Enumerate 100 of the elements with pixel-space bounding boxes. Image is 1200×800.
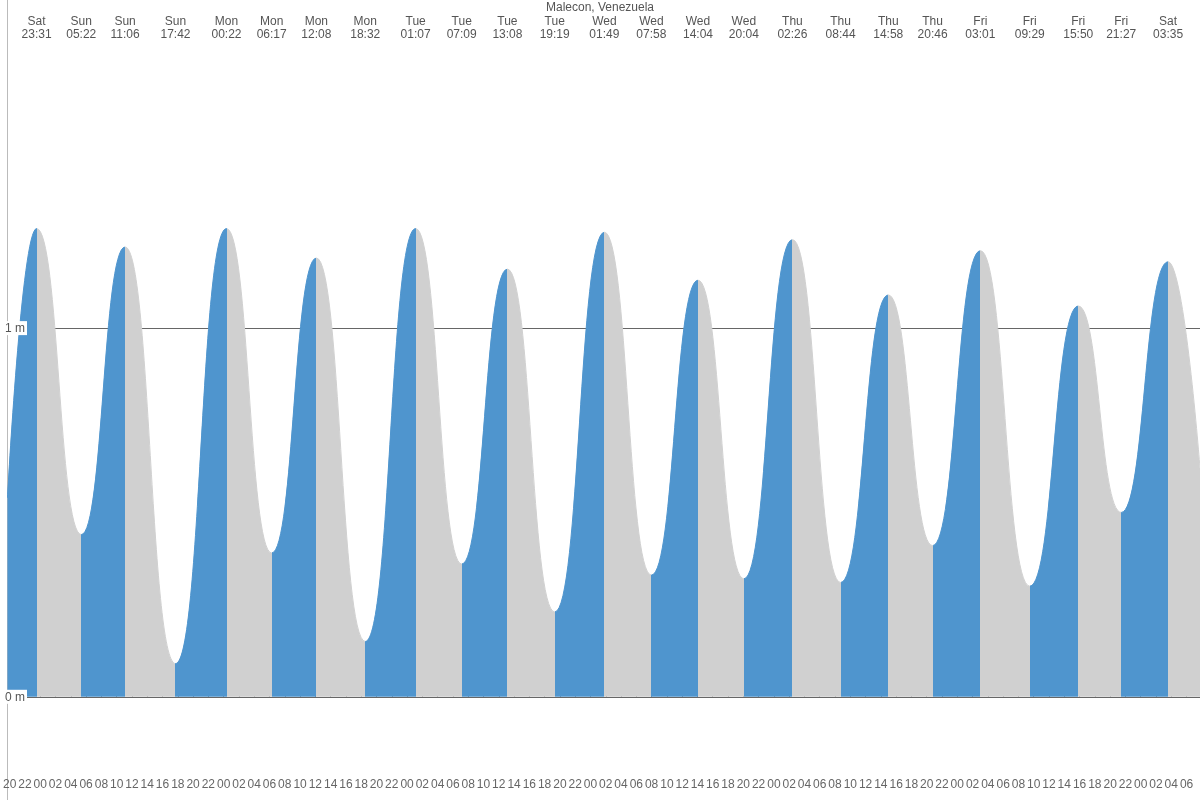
x-tick-label: 00: [583, 777, 598, 791]
x-tick-label: 00: [33, 777, 48, 791]
annotation: Sat 03:35: [1153, 13, 1184, 41]
x-tick-label: 14: [1057, 777, 1072, 791]
x-tick-label: 20: [920, 777, 934, 791]
annotation: Thu 02:26: [777, 13, 808, 41]
x-tick-label: 16: [706, 777, 720, 791]
x-tick-label: 00: [767, 777, 781, 791]
x-tick-label: 04: [797, 777, 812, 791]
x-tick-label: 12: [1042, 777, 1056, 791]
x-tick-label: 12: [308, 777, 323, 791]
x-tick-label: 10: [293, 777, 308, 791]
x-tick-label: 22: [18, 777, 32, 791]
x-tick-label: 06: [446, 777, 460, 791]
x-tick-label: 16: [1072, 777, 1087, 791]
x-tick-label: 06: [1179, 777, 1194, 791]
x-tick-label: 20: [369, 777, 384, 791]
annotation: Mon 06:17: [256, 13, 287, 41]
x-tick-label: 04: [430, 777, 445, 791]
x-tick-label: 22: [1118, 777, 1133, 791]
annotation: Sun 11:06: [110, 13, 140, 41]
x-tick-label: 20: [736, 777, 751, 791]
x-tick-label: 18: [721, 777, 736, 791]
annotation: Sun 17:42: [160, 13, 191, 41]
annotation: Tue 01:07: [400, 13, 431, 41]
x-tick-label: 06: [996, 777, 1011, 791]
x-tick-label: 10: [1027, 777, 1041, 791]
x-tick-label: 04: [64, 777, 78, 791]
annotation: Thu 14:58: [873, 13, 904, 41]
annotation: Fri 15:50: [1063, 13, 1094, 41]
x-tick-label: 22: [935, 777, 949, 791]
x-tick-label: 00: [1134, 777, 1148, 791]
x-tick-label: 08: [461, 777, 476, 791]
x-tick-label: 22: [385, 777, 399, 791]
x-tick-label: 08: [828, 777, 843, 791]
x-tick-label: 00: [950, 777, 965, 791]
x-tick-label: 14: [690, 777, 705, 791]
x-tick-label: 18: [354, 777, 369, 791]
x-tick-label: 16: [339, 777, 353, 791]
x-tick-label: 14: [507, 777, 522, 791]
annotation: Sat 23:31: [21, 13, 52, 41]
y-tick-label: 1 m: [5, 321, 26, 336]
x-tick-label: 20: [1103, 777, 1118, 791]
annotation: Wed 20:04: [728, 13, 760, 41]
x-tick-label: 04: [614, 777, 629, 791]
x-tick-label: 10: [660, 777, 674, 791]
annotation: Fri 21:27: [1106, 13, 1137, 41]
annotation: Fri 03:01: [965, 13, 996, 41]
annotation: Tue 19:19: [539, 13, 571, 41]
x-tick-label: 22: [751, 777, 766, 791]
x-tick-label: 18: [1088, 777, 1102, 791]
x-tick-label: 10: [843, 777, 858, 791]
x-tick-label: 18: [904, 777, 919, 791]
x-tick-label: 14: [874, 777, 888, 791]
annotation: Wed 01:49: [589, 13, 620, 41]
x-tick-label: 08: [1011, 777, 1026, 791]
chart-title: Malecon, Venezuela: [545, 0, 655, 14]
x-tick-label: 06: [262, 777, 277, 791]
x-tick-label: 08: [278, 777, 292, 791]
x-tick-label: 04: [1164, 777, 1179, 791]
annotation: Tue 13:08: [492, 13, 523, 41]
x-tick-label: 16: [155, 777, 170, 791]
x-tick-label: 02: [232, 777, 246, 791]
y-tick-label: 0 m: [5, 689, 26, 704]
x-tick-label: 02: [599, 777, 613, 791]
x-tick-label: 02: [415, 777, 430, 791]
x-tick-label: 00: [216, 777, 231, 791]
x-tick-label: 18: [537, 777, 552, 791]
x-tick-label: 14: [323, 777, 338, 791]
x-tick-label: 12: [858, 777, 873, 791]
x-tick-label: 02: [782, 777, 797, 791]
annotation: Wed 14:04: [682, 13, 714, 41]
x-tick-label: 06: [79, 777, 94, 791]
x-tick-label: 02: [48, 777, 63, 791]
x-tick-label: 12: [675, 777, 690, 791]
x-tick-label: 06: [629, 777, 644, 791]
annotation: Fri 09:29: [1014, 13, 1046, 41]
annotation: Mon 12:08: [301, 13, 332, 41]
x-tick-label: 14: [140, 777, 155, 791]
x-tick-label: 12: [492, 777, 506, 791]
x-tick-label: 00: [400, 777, 415, 791]
annotation: Tue 07:09: [446, 13, 478, 41]
x-tick-label: 10: [476, 777, 491, 791]
annotation: Mon 18:32: [350, 13, 381, 41]
x-tick-label: 22: [568, 777, 583, 791]
x-tick-label: 20: [553, 777, 567, 791]
annotation: Thu 20:46: [917, 13, 948, 41]
x-tick-label: 20: [186, 777, 201, 791]
annotation: Sun 05:22: [66, 13, 97, 41]
annotation: Thu 08:44: [825, 13, 856, 41]
x-tick-label: 22: [201, 777, 216, 791]
annotation: Mon 00:22: [211, 13, 242, 41]
x-tick-label: 02: [965, 777, 980, 791]
x-tick-label: 10: [109, 777, 124, 791]
x-tick-label: 04: [981, 777, 995, 791]
x-tick-label: 18: [171, 777, 185, 791]
x-tick-label: 12: [125, 777, 139, 791]
x-tick-label: 02: [1149, 777, 1163, 791]
x-tick-label: 16: [889, 777, 904, 791]
x-tick-label: 06: [813, 777, 827, 791]
